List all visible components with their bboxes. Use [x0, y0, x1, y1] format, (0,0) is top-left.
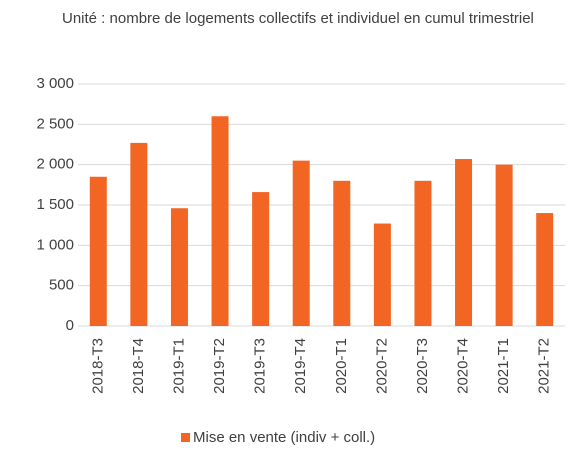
x-tick-label: 2021-T1 [495, 338, 512, 394]
x-tick-label: 2020-T1 [333, 338, 350, 394]
y-tick-label: 2 000 [36, 156, 74, 173]
bar [333, 180, 351, 326]
y-tick-label: 500 [49, 277, 74, 294]
bar [292, 160, 310, 326]
y-tick-label: 0 [66, 317, 74, 334]
bar [211, 116, 229, 327]
bar [455, 159, 473, 326]
x-tick-label: 2019-T3 [252, 338, 269, 394]
bar [252, 192, 270, 326]
x-tick-label: 2018-T3 [89, 338, 106, 394]
legend-label: Mise en vente (indiv + coll.) [193, 429, 375, 446]
x-tick-label: 2020-T4 [455, 338, 472, 394]
x-tick-label: 2020-T2 [373, 338, 390, 394]
bar [414, 180, 432, 326]
bar [89, 176, 107, 326]
y-tick-label: 1 500 [36, 196, 74, 213]
bar [130, 142, 148, 326]
x-tick-label: 2019-T2 [211, 338, 228, 394]
y-tick-label: 2 500 [36, 115, 74, 132]
y-tick-label: 1 000 [36, 236, 74, 253]
bar [373, 223, 391, 326]
bar [536, 213, 554, 326]
x-tick-label: 2019-T1 [170, 338, 187, 394]
x-tick-label: 2019-T4 [292, 338, 309, 394]
chart-subtitle: Unité : nombre de logements collectifs e… [62, 10, 534, 27]
x-tick-label: 2021-T2 [536, 338, 553, 394]
x-tick-label: 2018-T4 [130, 338, 147, 394]
bar [495, 164, 513, 326]
x-tick-label: 2020-T3 [414, 338, 431, 394]
y-tick-label: 3 000 [36, 75, 74, 92]
legend-swatch [181, 433, 190, 442]
bar [170, 208, 188, 326]
